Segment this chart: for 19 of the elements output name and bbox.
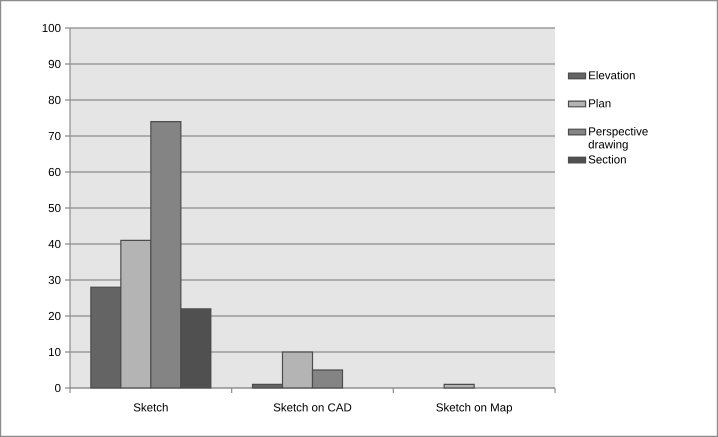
y-tick-label: 0 bbox=[55, 384, 61, 392]
legend-label: Elevation bbox=[589, 70, 635, 80]
y-tick-label: 20 bbox=[48, 312, 61, 320]
y-tick-label: 60 bbox=[48, 168, 61, 176]
y-tick-label: 80 bbox=[48, 96, 61, 104]
y-tick-label: 40 bbox=[48, 240, 61, 248]
y-tick-label: 70 bbox=[48, 132, 61, 140]
y-tick-label: 90 bbox=[48, 60, 61, 68]
legend-label: Perspective drawing bbox=[588, 127, 648, 151]
y-tick-label: 10 bbox=[49, 348, 61, 356]
y-tick-label: 30 bbox=[48, 276, 61, 284]
bar bbox=[444, 384, 475, 389]
legend-label: Section bbox=[588, 155, 626, 164]
x-tick-label: Sketch bbox=[134, 403, 168, 412]
y-tick-label: 50 bbox=[48, 204, 61, 212]
x-tick-label: Sketch on CAD bbox=[274, 403, 352, 412]
y-tick-label: 100 bbox=[42, 24, 61, 32]
legend-label: Plan bbox=[589, 98, 610, 108]
x-tick-label: Sketch on Map bbox=[436, 403, 512, 414]
